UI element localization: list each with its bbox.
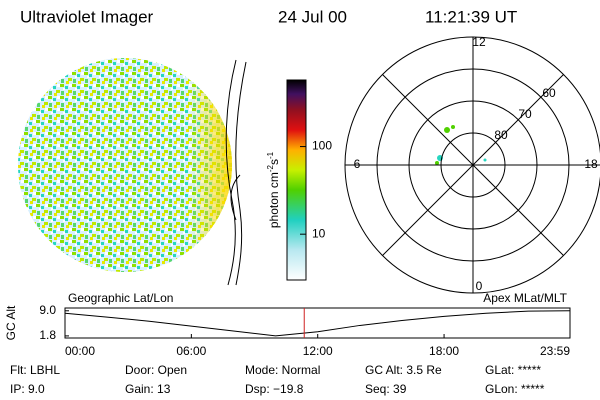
x-tick-label: 18:00: [429, 344, 459, 358]
status-field: Gain: 13: [125, 382, 171, 396]
lat-label: 70: [518, 107, 532, 121]
mlt-label: 6: [354, 157, 361, 171]
lat-label: 60: [542, 86, 556, 100]
status-field: IP: 9.0: [10, 382, 45, 396]
status-field: GLat: *****: [485, 363, 541, 377]
x-tick-label: 00:00: [65, 344, 95, 358]
x-tick-label: 12:00: [303, 344, 333, 358]
lat-ring: [440, 132, 506, 198]
lat-label: 80: [494, 128, 508, 142]
x-tick-label: 23:59: [540, 344, 570, 358]
mlt-label: 12: [472, 35, 486, 49]
right-label: Apex MLat/MLT: [483, 291, 567, 305]
y-tick-label: 1.8: [39, 328, 56, 342]
status-field: Seq: 39: [365, 382, 407, 396]
earth-image: [18, 58, 247, 286]
date: 24 Jul 00: [278, 7, 347, 26]
colorbar-tick-label: 100: [312, 139, 332, 153]
y-tick-label: 9.0: [39, 303, 56, 317]
status-field: GC Alt: 3.5 Re: [365, 363, 442, 377]
time: 11:21:39 UT: [425, 7, 517, 26]
status-field: Mode: Normal: [245, 363, 320, 377]
lat-ring: [376, 68, 570, 262]
left-label: Geographic Lat/Lon: [68, 291, 173, 305]
x-tick-label: 06:00: [176, 344, 206, 358]
altitude-line: [64, 310, 571, 337]
mlt-label: 18: [584, 157, 598, 171]
mlt-label: 0: [476, 279, 483, 293]
status-field: Dsp: −19.8: [245, 382, 304, 396]
status-field: Door: Open: [125, 363, 187, 377]
colorbar: [286, 79, 307, 281]
y-axis-label: GC Alt: [4, 305, 18, 340]
colorbar-label: photon cm-2s-1: [266, 151, 282, 228]
colorbar-tick-label: 10: [312, 226, 326, 240]
lat-ring: [408, 100, 538, 230]
status-field: GLon: *****: [485, 382, 545, 396]
title: Ultraviolet Imager: [20, 7, 154, 26]
status-field: Flt: LBHL: [10, 363, 60, 377]
